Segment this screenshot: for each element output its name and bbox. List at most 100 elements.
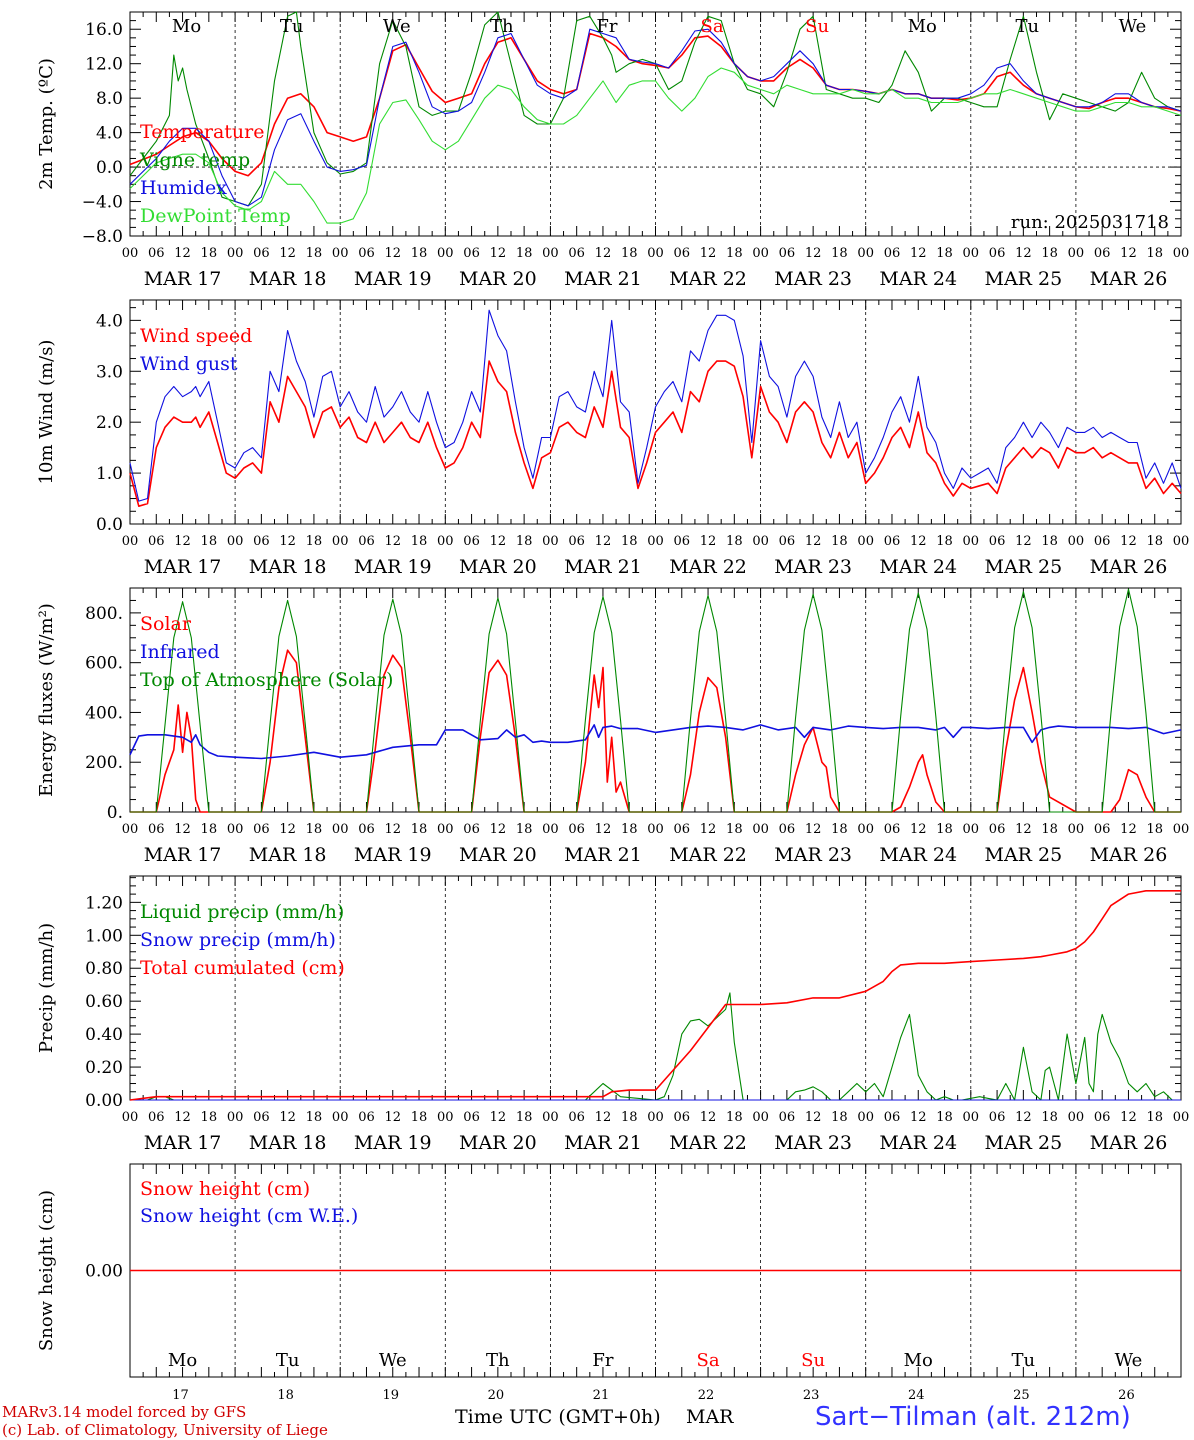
- x-date-label: MAR 19: [354, 268, 432, 290]
- x-hour-label: 12: [805, 822, 822, 837]
- x-hour-label: 00: [1068, 246, 1085, 261]
- legend-entry: DewPoint Temp: [140, 205, 291, 227]
- x-hour-label: 00: [857, 822, 874, 837]
- x-date-label: MAR 25: [984, 556, 1062, 578]
- x-hour-label: 06: [989, 822, 1006, 837]
- day-number-label: 25: [1013, 1388, 1030, 1403]
- x-hour-label: 06: [358, 822, 375, 837]
- weekday-label: Tu: [1012, 1350, 1036, 1371]
- x-date-label: MAR 25: [984, 268, 1062, 290]
- x-hour-label: 18: [831, 1110, 848, 1125]
- x-hour-label: 00: [963, 1110, 980, 1125]
- x-hour-label: 18: [1146, 1110, 1163, 1125]
- x-hour-label: 12: [1120, 534, 1137, 549]
- x-hour-label: 00: [752, 246, 769, 261]
- x-hour-label: 06: [1094, 246, 1111, 261]
- y-tick-label: 3.0: [96, 362, 123, 382]
- x-hour-label: 06: [1094, 822, 1111, 837]
- panel-1: [129, 11, 1182, 237]
- x-date-label: MAR 24: [879, 844, 957, 866]
- weekday-label: Fr: [596, 16, 617, 37]
- x-hour-label: 12: [1015, 822, 1032, 837]
- series-line-total-cumulated-cm-: [129, 889, 1181, 1101]
- x-hour-label: 00: [542, 246, 559, 261]
- x-hour-label: 12: [384, 246, 401, 261]
- y-tick-label: 2.0: [96, 413, 123, 433]
- x-hour-label: 18: [306, 534, 323, 549]
- x-hour-label: 06: [148, 534, 165, 549]
- y-tick-label: 0.80: [85, 959, 123, 979]
- x-hour-label: 00: [647, 822, 664, 837]
- x-hour-label: 06: [253, 1110, 270, 1125]
- x-hour-label: 12: [595, 534, 612, 549]
- x-hour-label: 12: [805, 534, 822, 549]
- x-hour-label: 00: [1068, 534, 1085, 549]
- x-hour-label: 12: [1015, 246, 1032, 261]
- y-tick-label: 400.: [85, 703, 123, 723]
- x-hour-label: 00: [437, 822, 454, 837]
- x-date-label: MAR 21: [564, 268, 642, 290]
- x-hour-label: 06: [463, 246, 480, 261]
- x-date-label: MAR 26: [1090, 1132, 1168, 1154]
- weekday-label: We: [379, 1350, 407, 1371]
- x-hour-label: 12: [700, 1110, 717, 1125]
- weekday-label: Sa: [701, 16, 724, 37]
- x-date-label: MAR 19: [354, 844, 432, 866]
- x-date-label: MAR 17: [144, 844, 222, 866]
- credit-line-1: MARv3.14 model forced by GFS: [2, 1403, 247, 1421]
- x-date-label: MAR 22: [669, 1132, 747, 1154]
- x-hour-label: 18: [726, 822, 743, 837]
- x-hour-label: 00: [752, 822, 769, 837]
- y-tick-label: 8.0: [96, 89, 123, 109]
- x-hour-label: 06: [148, 1110, 165, 1125]
- x-hour-label: 00: [437, 534, 454, 549]
- y-tick-label: 0.40: [85, 1025, 123, 1045]
- x-hour-label: 18: [411, 1110, 428, 1125]
- x-hour-label: 00: [542, 1110, 559, 1125]
- x-hour-label: 18: [831, 822, 848, 837]
- y-tick-label: 4.0: [96, 124, 123, 144]
- x-hour-label: 18: [621, 246, 638, 261]
- y-axis-label: Energy fluxes (W/m²): [36, 603, 57, 797]
- x-hour-label: 18: [201, 246, 218, 261]
- x-hour-label: 06: [884, 1110, 901, 1125]
- legend-entry: Infrared: [140, 641, 220, 663]
- x-date-label: MAR 18: [249, 556, 327, 578]
- legend-entry: Snow height (cm W.E.): [140, 1205, 358, 1227]
- x-hour-label: 06: [884, 822, 901, 837]
- x-hour-label: 00: [332, 246, 349, 261]
- x-hour-label: 12: [279, 1110, 296, 1125]
- x-date-label: MAR 25: [984, 1132, 1062, 1154]
- x-date-label: MAR 23: [774, 268, 852, 290]
- x-hour-label: 18: [1041, 1110, 1058, 1125]
- x-date-label: MAR 23: [774, 1132, 852, 1154]
- weekday-label: Su: [805, 16, 829, 37]
- x-hour-label: 00: [542, 822, 559, 837]
- x-date-label: MAR 21: [564, 556, 642, 578]
- x-hour-label: 00: [857, 246, 874, 261]
- x-hour-label: 18: [726, 534, 743, 549]
- x-hour-label: 18: [411, 822, 428, 837]
- x-hour-label: 00: [857, 534, 874, 549]
- series-line-top-of-atmosphere-solar-: [130, 588, 1181, 813]
- y-tick-label: 0.20: [85, 1058, 123, 1078]
- day-number-label: 22: [698, 1388, 715, 1403]
- x-hour-label: 18: [201, 822, 218, 837]
- series-line-infrared: [129, 724, 1182, 760]
- x-hour-label: 00: [752, 534, 769, 549]
- weekday-label: Th: [486, 1350, 510, 1371]
- x-hour-label: 06: [674, 822, 691, 837]
- x-hour-label: 18: [936, 246, 953, 261]
- x-date-label: MAR 22: [669, 556, 747, 578]
- x-hour-label: 06: [674, 246, 691, 261]
- x-hour-label: 06: [358, 246, 375, 261]
- x-hour-label: 00: [1173, 1110, 1190, 1125]
- x-hour-label: 00: [332, 534, 349, 549]
- x-hour-label: 12: [910, 822, 927, 837]
- day-number-label: 24: [908, 1388, 925, 1403]
- x-date-label: MAR 19: [354, 556, 432, 578]
- day-number-label: 26: [1118, 1388, 1135, 1403]
- x-hour-label: 18: [306, 822, 323, 837]
- day-number-label: 21: [593, 1388, 610, 1403]
- x-hour-label: 12: [910, 246, 927, 261]
